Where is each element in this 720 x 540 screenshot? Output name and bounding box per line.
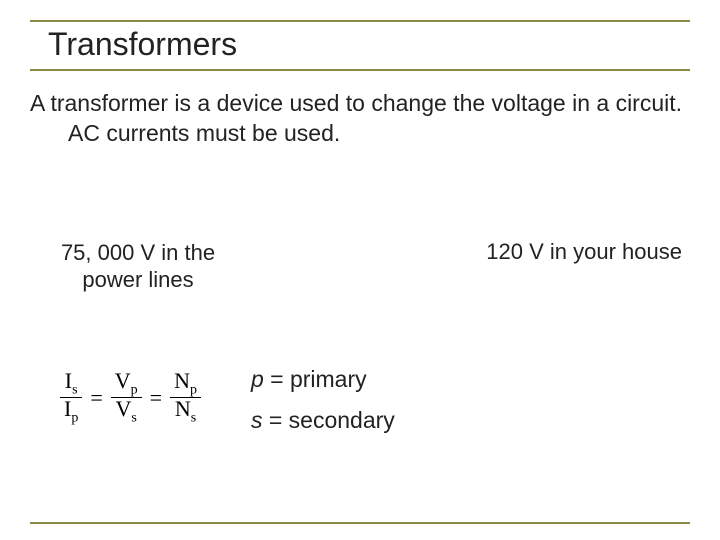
frac3-bot-sub: s: [191, 411, 196, 426]
legend-primary-var: p: [251, 366, 264, 392]
frac1-top: Is: [60, 370, 82, 398]
equals-1: =: [82, 370, 110, 426]
formula: Is = Vp = Np Ip Vs Ns: [30, 364, 201, 426]
frac1-top-sub: s: [72, 382, 77, 397]
legend-primary-text: = primary: [264, 366, 367, 392]
footer-rule: [30, 522, 690, 524]
bottom-row: Is = Vp = Np Ip Vs Ns p = primary s = se…: [30, 364, 690, 448]
frac2-top-var: V: [115, 368, 131, 393]
legend: p = primary s = secondary: [251, 364, 395, 448]
frac3-top-var: N: [174, 368, 190, 393]
legend-secondary: s = secondary: [251, 407, 395, 434]
voltage-left-line1: 75, 000 V in the: [61, 240, 215, 265]
frac1-bot: Ip: [60, 398, 82, 426]
formula-table: Is = Vp = Np Ip Vs Ns: [60, 370, 201, 426]
legend-secondary-var: s: [251, 407, 263, 433]
title-container: Transformers: [30, 20, 690, 71]
frac3-top-sub: p: [190, 382, 197, 397]
frac2-bot: Vs: [111, 398, 142, 426]
slide: Transformers A transformer is a device u…: [0, 0, 720, 540]
frac2-top-sub: p: [131, 382, 138, 397]
frac3-bot: Ns: [170, 398, 201, 426]
frac1-top-var: I: [65, 368, 72, 393]
voltage-left-line2: power lines: [82, 267, 193, 292]
voltage-left: 75, 000 V in the power lines: [30, 239, 240, 294]
legend-primary: p = primary: [251, 366, 395, 393]
legend-secondary-text: = secondary: [262, 407, 394, 433]
frac3-bot-var: N: [175, 396, 191, 421]
frac1-bot-sub: p: [71, 411, 78, 426]
frac2-bot-sub: s: [131, 411, 136, 426]
frac2-top: Vp: [111, 370, 142, 398]
page-title: Transformers: [48, 26, 690, 63]
voltage-right: 120 V in your house: [486, 239, 690, 265]
description-text: A transformer is a device used to change…: [30, 89, 690, 149]
equals-2: =: [142, 370, 170, 426]
frac3-top: Np: [170, 370, 201, 398]
frac2-bot-var: V: [116, 396, 132, 421]
voltage-row: 75, 000 V in the power lines 120 V in yo…: [30, 239, 690, 294]
